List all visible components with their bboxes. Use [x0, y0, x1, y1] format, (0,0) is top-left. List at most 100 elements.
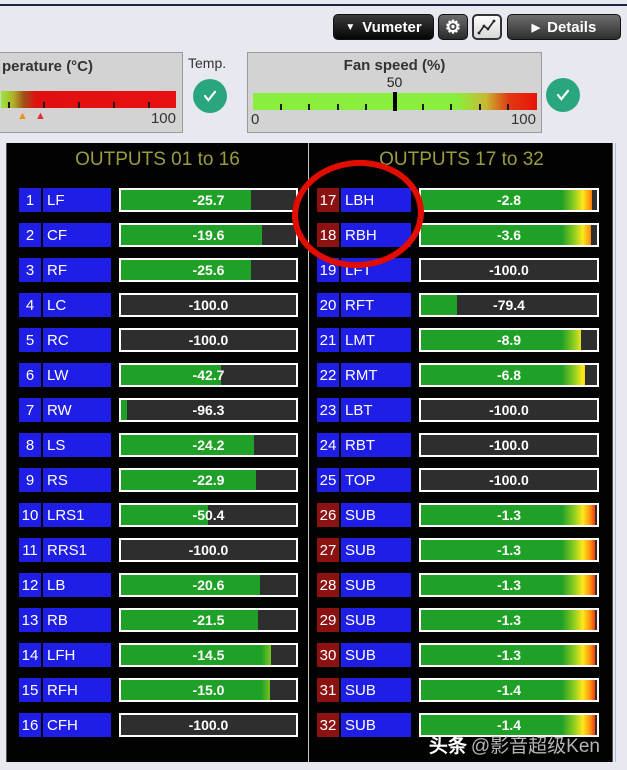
output-number: 21: [317, 328, 339, 352]
output-row: 11 RRS1 -100.0: [7, 538, 308, 562]
output-row: 29 SUB -1.3: [309, 608, 614, 632]
output-label: SUB: [341, 608, 411, 632]
output-level-value: -2.8: [496, 192, 522, 208]
output-level-meter: -1.3: [419, 538, 599, 562]
output-number: 3: [19, 258, 41, 282]
output-row: 26 SUB -1.3: [309, 503, 614, 527]
output-level-meter: -42.7: [119, 363, 298, 387]
output-level-value: -100.0: [188, 297, 229, 313]
output-level-value: -3.6: [496, 227, 522, 243]
output-level-value: -100.0: [188, 717, 229, 733]
fan-max-label: 100: [510, 111, 536, 128]
output-row: 1 LF -25.7: [7, 188, 308, 212]
output-row: 12 LB -20.6: [7, 573, 308, 597]
output-number: 13: [19, 608, 41, 632]
output-label: RBT: [341, 433, 411, 457]
output-number: 18: [317, 223, 339, 247]
output-number: 10: [19, 503, 41, 527]
output-number: 30: [317, 643, 339, 667]
output-label: LF: [43, 188, 111, 212]
output-label: LMT: [341, 328, 411, 352]
output-label: SUB: [341, 678, 411, 702]
output-level-meter: -21.5: [119, 608, 298, 632]
temp-critical-marker-icon: ▲: [35, 110, 46, 122]
output-number: 4: [19, 293, 41, 317]
output-label: RB: [43, 608, 111, 632]
output-level-value: -1.4: [496, 682, 522, 698]
outputs-column-1-16: OUTPUTS 01 to 16 1 LF -25.7 2 CF -19.6 3 RF -25.…: [7, 143, 308, 762]
output-row: 30 SUB -1.3: [309, 643, 614, 667]
output-level-meter: -100.0: [419, 468, 599, 492]
watermark-brand: 头条: [428, 736, 467, 757]
graph-button[interactable]: [472, 14, 502, 40]
output-label: SUB: [341, 538, 411, 562]
output-level-value: -8.9: [496, 332, 522, 348]
output-row: 28 SUB -1.3: [309, 573, 614, 597]
output-level-meter: -1.3: [419, 503, 599, 527]
output-label: SUB: [341, 573, 411, 597]
output-label: SUB: [341, 643, 411, 667]
output-level-meter: -100.0: [419, 398, 599, 422]
output-level-value: -100.0: [489, 437, 529, 453]
output-level-meter: -1.3: [419, 643, 599, 667]
fan-speed-value: 50: [386, 74, 403, 90]
output-level-meter: -3.6: [419, 223, 599, 247]
output-row: 2 CF -19.6: [7, 223, 308, 247]
output-row: 16 CFH -100.0: [7, 713, 308, 737]
output-row: 13 RB -21.5: [7, 608, 308, 632]
output-row: 7 RW -96.3: [7, 398, 308, 422]
output-row: 20 RFT -79.4: [309, 293, 614, 317]
vumeter-dropdown-button[interactable]: ▼ Vumeter: [333, 14, 434, 40]
fan-speed-marker: [393, 92, 397, 111]
output-level-value: -14.5: [192, 647, 225, 663]
fan-ok-badge: [546, 78, 580, 112]
output-label: RBH: [341, 223, 411, 247]
vumeter-button-label: Vumeter: [362, 18, 422, 36]
settings-button[interactable]: ⚙: [438, 14, 468, 40]
output-number: 31: [317, 678, 339, 702]
output-level-value: -1.3: [496, 542, 522, 558]
output-number: 12: [19, 573, 41, 597]
output-label: LFT: [341, 258, 411, 282]
output-label: LB: [43, 573, 111, 597]
output-number: 8: [19, 433, 41, 457]
output-level-meter: -100.0: [119, 328, 298, 352]
output-row: 6 LW -42.7: [7, 363, 308, 387]
output-number: 17: [317, 188, 339, 212]
details-button[interactable]: ▶ Details: [507, 14, 621, 40]
line-chart-icon: [477, 19, 496, 35]
output-level-meter: -15.0: [119, 678, 298, 702]
output-level-meter: -100.0: [119, 538, 298, 562]
output-level-value: -1.3: [496, 647, 522, 663]
output-level-meter: -50.4: [119, 503, 298, 527]
column-header: OUTPUTS 17 to 32: [379, 149, 544, 170]
column-header: OUTPUTS 01 to 16: [75, 149, 240, 170]
output-row: 9 RS -22.9: [7, 468, 308, 492]
output-level-meter: -19.6: [119, 223, 298, 247]
output-level-value: -20.6: [192, 577, 225, 593]
output-level-meter: -1.3: [419, 573, 599, 597]
fan-speed-scale-bar: [253, 92, 537, 111]
output-label: LFH: [43, 643, 111, 667]
output-level-meter: -1.3: [419, 608, 599, 632]
output-level-meter: -25.6: [119, 258, 298, 282]
output-label: CF: [43, 223, 111, 247]
outputs-column-17-32: OUTPUTS 17 to 32 17 LBH -2.8 18 RBH -3.6 19 LFT…: [309, 143, 614, 762]
output-row: 18 RBH -3.6: [309, 223, 614, 247]
output-number: 32: [317, 713, 339, 737]
output-row: 32 SUB -1.4: [309, 713, 614, 737]
output-level-value: -24.2: [192, 437, 225, 453]
fan-speed-title: Fan speed (%): [343, 57, 446, 74]
output-level-meter: -22.9: [119, 468, 298, 492]
output-level-meter: -6.8: [419, 363, 599, 387]
column-divider: [308, 143, 309, 762]
temp-warning-marker-icon: ▲: [17, 110, 28, 122]
output-number: 11: [19, 538, 41, 562]
output-row: 27 SUB -1.3: [309, 538, 614, 562]
output-row: 21 LMT -8.9: [309, 328, 614, 352]
fan-min-label: 0: [251, 111, 260, 128]
output-row: 5 RC -100.0: [7, 328, 308, 352]
output-number: 23: [317, 398, 339, 422]
output-level-meter: -100.0: [119, 713, 298, 737]
output-row: 3 RF -25.6: [7, 258, 308, 282]
